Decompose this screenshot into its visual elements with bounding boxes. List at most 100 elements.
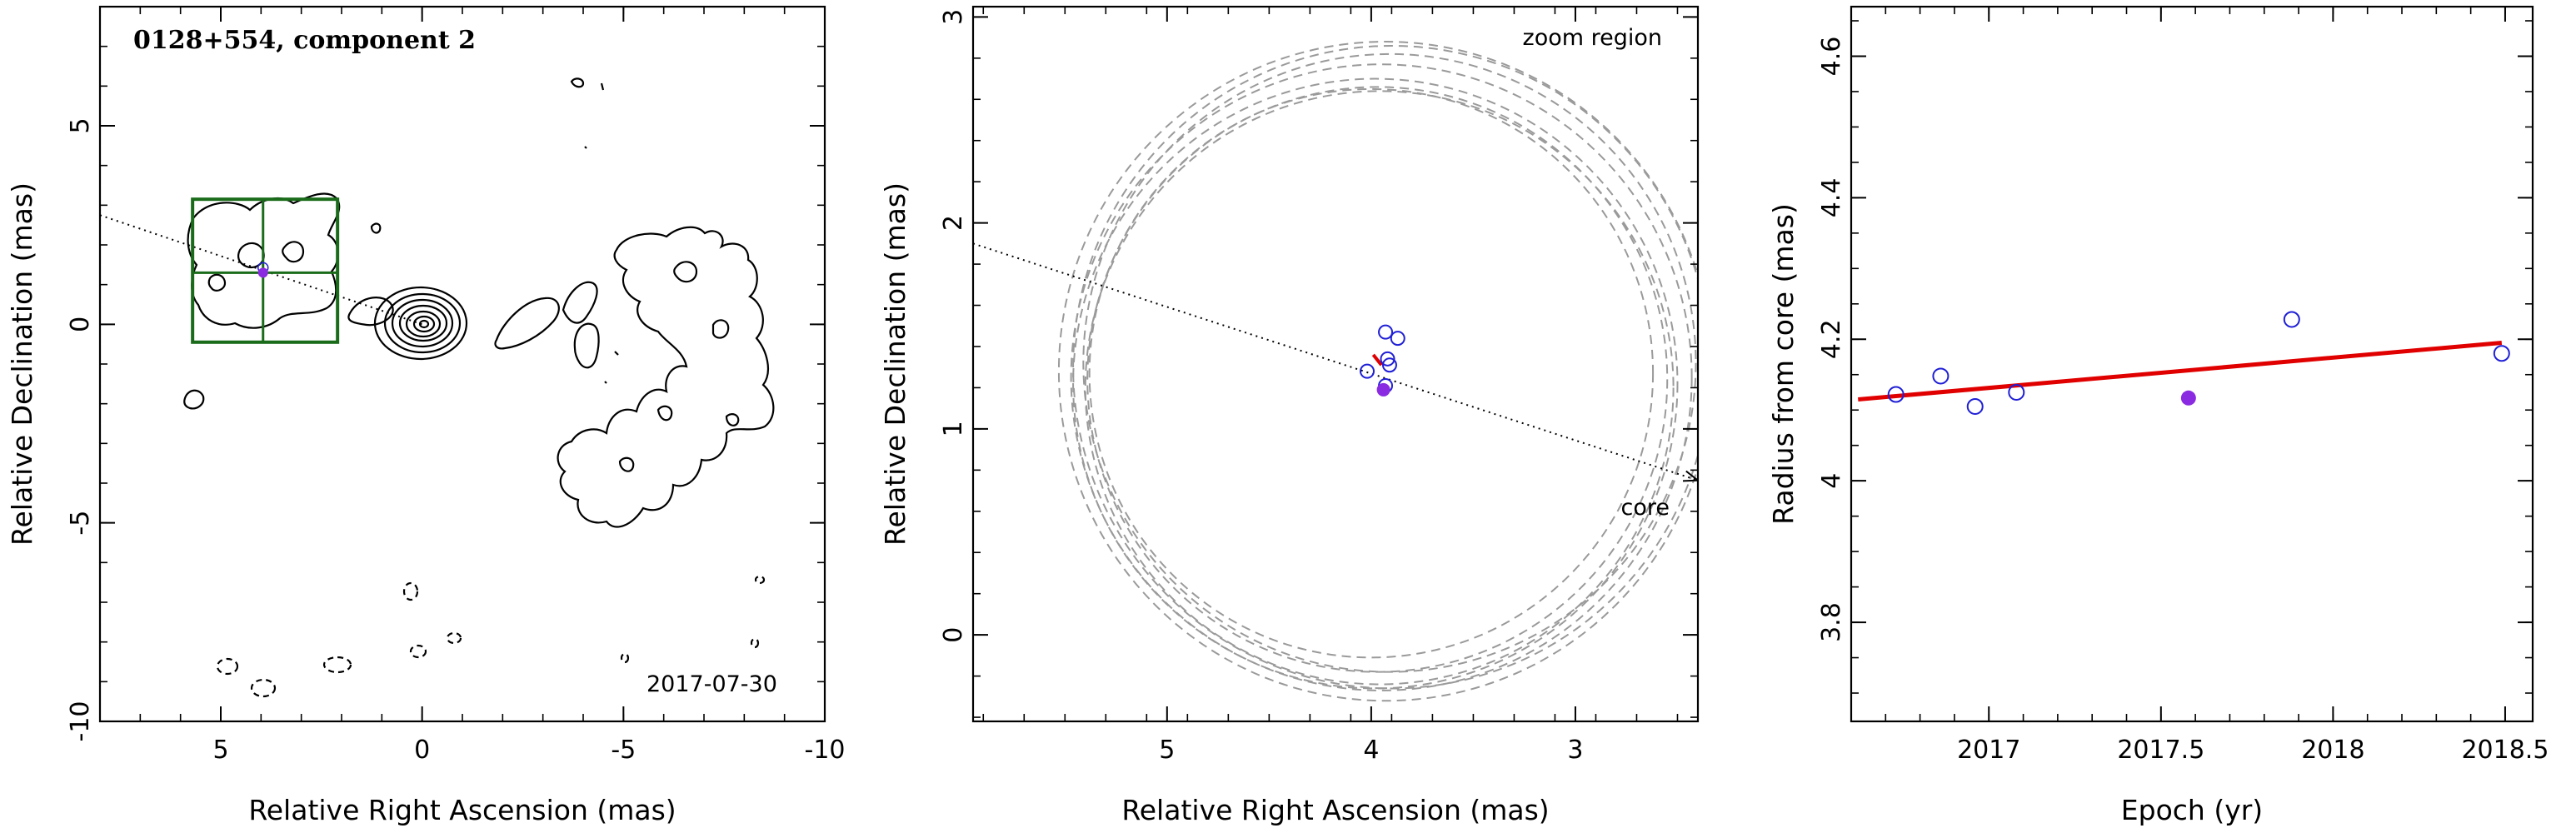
panel-contour-map: 5 0 -5 -10 5 0 -5 -10 0128+554, component 2 201… <box>6 5 846 826</box>
negative-contour <box>620 652 630 664</box>
panel-zoom-region: 5 4 3 0 1 2 3 zoom region core Relative Right … <box>879 5 1700 826</box>
core-contour <box>412 315 436 333</box>
core-contour <box>373 286 468 361</box>
y-tick-label: 4.2 <box>1817 319 1846 359</box>
chart-title: 0128+554, component 2 <box>133 26 476 55</box>
y-tick-label: 5 <box>66 117 95 133</box>
x-tick-label: 3 <box>1567 736 1583 765</box>
y-tick-label: 4.6 <box>1817 37 1846 77</box>
y-tick-label: 3.8 <box>1817 602 1846 642</box>
jet-contour <box>618 456 635 472</box>
x-tick-label: -5 <box>611 736 636 765</box>
negative-contour <box>750 637 760 649</box>
overlays <box>100 197 422 344</box>
zoom-box <box>191 197 340 344</box>
jet-contour <box>557 226 775 528</box>
uncertainty-circle <box>1072 45 1698 690</box>
core-contour <box>398 304 448 342</box>
jet-axis-arrowhead <box>1682 470 1698 482</box>
jet-contour <box>584 146 587 149</box>
position-point <box>1381 357 1397 373</box>
x-axis-label: Epoch (yr) <box>2121 794 2263 826</box>
uncertainty-circle <box>1084 90 1675 686</box>
radius-point <box>2008 383 2025 401</box>
y-axis-label: Radius from core (mas) <box>1767 203 1800 525</box>
zoom-region-label: zoom region <box>1523 25 1662 51</box>
x-tick-label: 5 <box>212 736 228 765</box>
negative-contour <box>250 678 277 698</box>
component-marker-filled <box>257 267 268 278</box>
jet-contour <box>656 405 673 421</box>
uncertainty-circle <box>1086 86 1669 673</box>
radius-point <box>1887 386 1905 403</box>
negative-contour <box>402 581 419 601</box>
overlays <box>1858 311 2510 415</box>
radius-point <box>1932 367 1949 385</box>
radius-point <box>1966 397 1984 415</box>
x-tick-label: -10 <box>805 736 846 765</box>
position-point <box>1390 331 1405 347</box>
jet-contour <box>207 273 227 292</box>
uncertainty-circle <box>1082 52 1697 673</box>
jet-axis-line <box>973 242 1698 481</box>
overlays <box>973 242 1698 482</box>
core-contour <box>391 298 454 348</box>
x-tick-label: 5 <box>1159 736 1175 765</box>
core-label: core <box>1621 495 1670 521</box>
jet-contour <box>573 322 600 369</box>
jet-contour <box>725 413 740 426</box>
negative-contour <box>216 657 239 676</box>
negative-contour <box>409 644 427 659</box>
plot-frame <box>98 5 826 723</box>
y-tick-label: 2 <box>939 215 968 231</box>
uncertainty-circles <box>1058 41 1698 702</box>
axis-ticks: 2017 2017.5 2018 2018.5 3.8 4 4.2 4.4 4.6 <box>1817 7 2549 765</box>
y-tick-label: 4 <box>1817 473 1846 489</box>
y-tick-label: 0 <box>66 317 95 332</box>
fit-line <box>1858 341 2503 402</box>
jet-contour <box>604 381 607 384</box>
jet-contour <box>183 389 205 410</box>
jet-contour <box>614 351 619 356</box>
y-tick-label: 3 <box>939 9 968 25</box>
jet-contour <box>370 222 382 234</box>
panel-radius-vs-epoch: 2017 2017.5 2018 2018.5 3.8 4 4.2 4.4 4.6 Epoch … <box>1767 5 2549 826</box>
axis-ticks: 5 0 -5 -10 5 0 -5 -10 <box>66 6 846 765</box>
position-point <box>1380 351 1395 367</box>
jet-contour <box>570 77 585 88</box>
core-contour <box>418 319 430 329</box>
x-tick-label: 0 <box>414 736 430 765</box>
negative-contour <box>322 656 352 674</box>
core-contour <box>405 310 442 338</box>
x-tick-label: 4 <box>1363 736 1379 765</box>
x-tick-label: 2018 <box>2301 736 2364 765</box>
x-axis-label: Relative Right Ascension (mas) <box>1121 794 1549 826</box>
radius-point <box>2493 345 2510 362</box>
jet-contour <box>600 82 605 91</box>
uncertainty-circle <box>1088 87 1655 659</box>
x-axis-label: Relative Right Ascension (mas) <box>248 794 676 826</box>
position-point <box>1359 363 1375 379</box>
x-tick-label: 2017 <box>1957 736 2020 765</box>
y-tick-label: -10 <box>66 701 95 742</box>
x-tick-label: 2017.5 <box>2117 736 2204 765</box>
y-axis-label: Relative Declination (mas) <box>879 182 911 546</box>
uncertainty-circle <box>1072 77 1679 690</box>
plot-frame <box>1850 5 2534 723</box>
contour-lines <box>183 77 775 698</box>
uncertainty-circle <box>1070 63 1693 691</box>
radius-point <box>2283 311 2300 328</box>
y-axis-label: Relative Declination (mas) <box>6 182 38 546</box>
position-point-filled <box>1376 382 1390 397</box>
jet-contour <box>282 241 305 263</box>
x-tick-label: 2018.5 <box>2461 736 2549 765</box>
jet-contour <box>673 261 698 283</box>
jet-contour <box>347 297 394 327</box>
negative-contour <box>446 631 462 645</box>
y-tick-label: 0 <box>939 627 968 643</box>
y-tick-label: -5 <box>66 511 95 536</box>
position-point <box>1378 324 1394 340</box>
uncertainty-circle <box>1058 41 1698 702</box>
negative-contour <box>754 575 766 585</box>
